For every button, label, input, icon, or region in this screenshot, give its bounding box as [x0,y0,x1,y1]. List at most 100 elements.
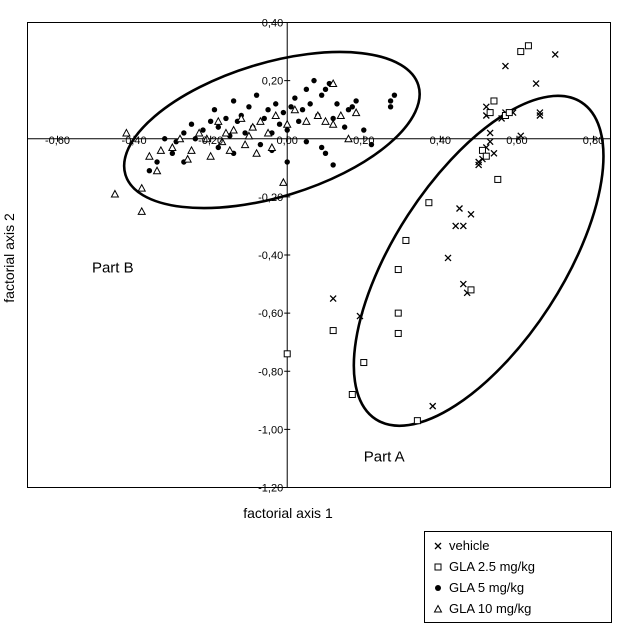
data-point-gla-10 [271,110,281,119]
data-point-vehicle [429,402,437,410]
data-point-vehicle [444,254,452,262]
data-point-gla-10 [137,183,147,192]
data-point-gla-2-5 [394,266,402,274]
data-point-vehicle [501,62,509,70]
data-point-vehicle [456,205,463,212]
data-point-gla-10 [267,142,277,151]
data-point-gla-2-5 [486,109,494,117]
region-ellipse [352,94,605,428]
legend-item: GLA 10 mg/kg [431,598,605,619]
data-point-gla-10 [156,145,166,154]
legend-item: vehicle [431,535,605,556]
data-point-gla-2-5 [360,359,368,367]
data-point-gla-5 [303,138,310,145]
data-point-gla-10 [221,128,231,137]
data-point-gla-2-5 [348,391,356,398]
data-point-gla-5 [318,144,325,151]
legend: vehicle GLA 2.5 mg/kg GLA 5 mg/kg GLA 10… [424,531,612,623]
data-point-gla-5 [215,144,221,151]
data-point-gla-5 [288,104,294,110]
data-point-vehicle [482,103,490,111]
data-point-gla-2-5 [402,236,410,244]
square-marker-icon [434,563,442,570]
legend-label: GLA 5 mg/kg [449,580,525,595]
data-point-gla-10 [145,151,154,160]
data-point-vehicle [551,51,559,58]
data-point-gla-10 [248,122,258,131]
x-tick-label: 0,60 [506,135,527,147]
data-point-gla-5 [330,115,336,122]
y-tick-label: -0,40 [258,250,283,262]
data-point-gla-5 [200,127,206,133]
data-point-gla-5 [361,127,367,133]
data-point-gla-2-5 [494,175,502,183]
data-point-gla-5 [349,104,355,110]
data-point-gla-10 [206,151,215,160]
legend-item: GLA 5 mg/kg [431,577,605,598]
data-point-gla-5 [387,98,394,104]
x-marker-icon [434,542,442,549]
data-point-gla-5 [257,141,264,148]
data-point-gla-5 [334,101,340,107]
data-point-gla-10 [187,145,196,154]
y-tick-label: -0,20 [258,192,283,204]
data-point-gla-10 [328,78,338,88]
data-point-gla-5 [353,98,359,104]
x-tick-label: 0,20 [353,135,374,147]
data-point-gla-5 [273,101,279,107]
data-point-gla-10 [290,105,300,114]
data-point-gla-2-5 [394,309,402,317]
data-point-gla-10 [225,145,235,154]
data-point-gla-2-5 [517,48,525,56]
data-point-gla-5 [280,109,287,116]
data-point-gla-5 [276,121,283,127]
data-point-vehicle [536,112,544,119]
x-tick-label: 0,80 [583,135,604,147]
data-point-gla-5 [215,124,221,130]
data-point-gla-10 [344,134,353,143]
data-point-gla-5 [181,130,187,136]
data-point-gla-10 [240,140,250,149]
data-point-gla-5 [387,104,394,110]
data-point-gla-5 [322,86,329,93]
data-point-gla-5 [265,106,271,113]
data-point-gla-5 [284,159,290,165]
data-point-gla-5 [162,136,168,142]
data-point-vehicle [356,312,364,320]
data-point-gla-5 [246,104,252,110]
data-point-vehicle [532,80,540,87]
data-point-gla-10 [282,119,292,128]
data-point-gla-10 [168,142,177,151]
annotations: Part B Part A [92,259,405,465]
data-point-gla-2-5 [413,417,421,425]
data-point-gla-5 [307,101,313,107]
region-label: Part B [92,259,134,276]
data-point-vehicle [475,161,483,169]
data-point-vehicle [329,295,337,303]
data-point-gla-10 [175,134,185,143]
data-point-gla-5 [146,168,153,174]
y-tick-label: -1,20 [258,483,283,495]
data-point-gla-5 [318,92,325,98]
data-point-gla-10 [302,116,311,125]
triangle-marker-icon [433,603,443,612]
data-point-gla-5 [242,130,248,136]
data-point-vehicle [459,222,467,230]
data-point-gla-10 [137,206,147,215]
data-point-vehicle [467,210,475,218]
data-point-gla-5 [154,159,160,165]
data-point-gla-10 [252,148,261,157]
data-point-vehicle [475,158,483,166]
data-point-gla-5 [207,118,214,125]
data-point-gla-5 [322,150,329,156]
x-tick-label: -0,60 [45,135,70,147]
data-point-gla-5 [292,95,298,101]
x-axis-title: factorial axis 1 [243,505,333,521]
data-point-gla-5 [192,136,199,142]
data-point-gla-10 [122,128,131,137]
data-point-gla-10 [213,116,223,125]
data-point-gla-10 [152,166,162,175]
y-tick-label: -0,60 [258,308,283,320]
data-point-gla-5 [303,86,310,93]
